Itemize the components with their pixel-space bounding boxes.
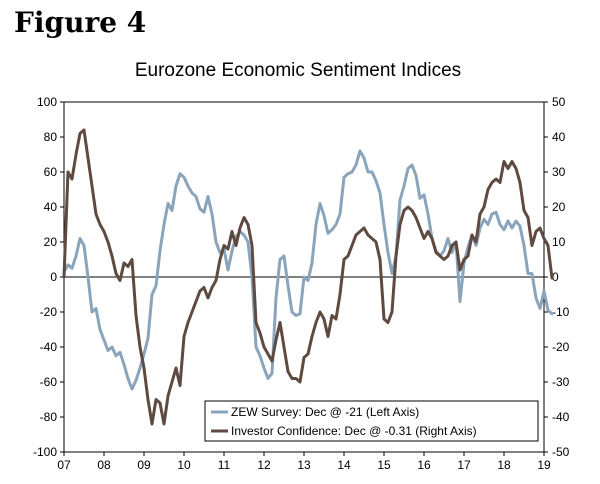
right-tick-label: -20 <box>552 340 570 354</box>
right-tick-label: 30 <box>552 165 566 179</box>
right-axis: 50 40 30 20 10 0 -10 -20 -30 -40 -50 <box>544 95 570 459</box>
left-tick-label: 40 <box>44 200 58 214</box>
right-tick-label: 20 <box>552 200 566 214</box>
legend-label-investor: Investor Confidence: Dec @ -0.31 (Right … <box>231 424 477 438</box>
series-group <box>62 128 554 426</box>
right-tick-label: 10 <box>552 235 566 249</box>
x-tick-label: 10 <box>177 458 191 472</box>
legend-box <box>204 400 539 442</box>
legend: ZEW Survey: Dec @ -21 (Left Axis) Invest… <box>204 400 539 442</box>
right-tick-label: -10 <box>552 305 570 319</box>
x-tick-label: 13 <box>297 458 311 472</box>
x-tick-label: 08 <box>97 458 111 472</box>
right-tick-label: -50 <box>552 445 570 459</box>
x-tick-label: 11 <box>218 458 231 472</box>
x-tick-label: 18 <box>497 458 511 472</box>
right-tick-label: -30 <box>552 375 570 389</box>
left-axis: 100 80 60 40 20 0 -20 -40 -60 -80 -100 <box>33 95 64 459</box>
right-tick-label: -40 <box>552 410 570 424</box>
left-tick-label: 60 <box>44 165 58 179</box>
x-tick-label: 09 <box>137 458 151 472</box>
left-tick-label: -60 <box>40 375 58 389</box>
left-tick-label: 100 <box>37 95 57 109</box>
right-tick-label: 50 <box>552 95 566 109</box>
x-tick-label: 15 <box>377 458 391 472</box>
left-tick-label: -20 <box>40 305 58 319</box>
right-tick-label: 0 <box>552 270 559 284</box>
x-tick-label: 07 <box>57 458 71 472</box>
x-tick-label: 16 <box>417 458 431 472</box>
x-tick-label: 19 <box>537 458 551 472</box>
series-line-investor <box>62 128 554 426</box>
legend-label-zew: ZEW Survey: Dec @ -21 (Left Axis) <box>231 405 419 419</box>
left-tick-label: 80 <box>44 130 58 144</box>
figure-label: Figure 4 <box>14 6 147 39</box>
x-tick-label: 12 <box>257 458 271 472</box>
chart-title: Eurozone Economic Sentiment Indices <box>135 60 461 81</box>
left-tick-label: -100 <box>33 445 57 459</box>
x-tick-label: 14 <box>337 458 351 472</box>
x-axis: 07 08 09 10 11 12 13 14 15 16 17 18 19 <box>57 452 551 472</box>
left-tick-label: 20 <box>44 235 58 249</box>
x-tick-label: 17 <box>457 458 471 472</box>
right-tick-label: 40 <box>552 130 566 144</box>
left-tick-label: -80 <box>40 410 58 424</box>
left-tick-label: 0 <box>50 270 57 284</box>
left-tick-label: -40 <box>40 340 58 354</box>
